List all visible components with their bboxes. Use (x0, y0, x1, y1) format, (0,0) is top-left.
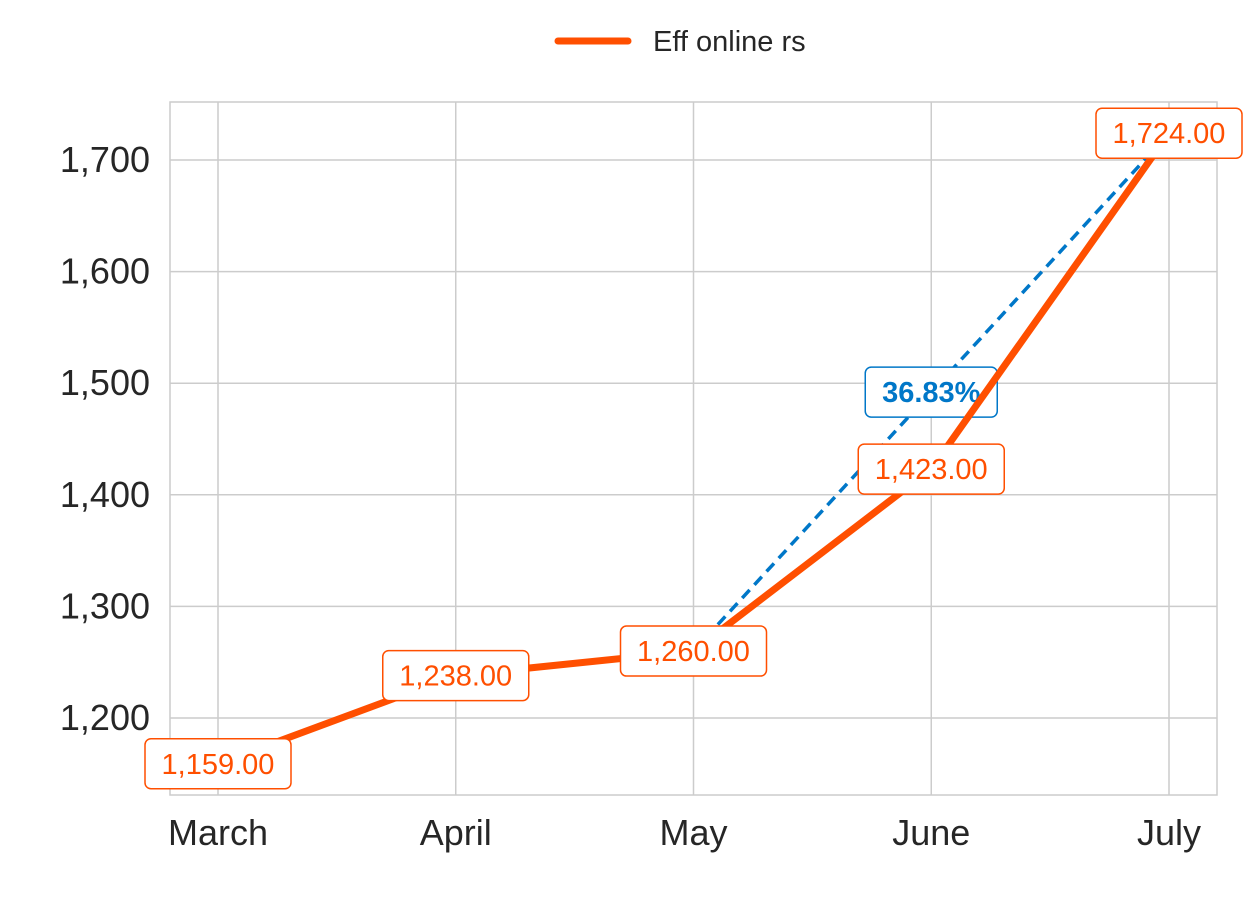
data-label-box (382, 649, 530, 702)
x-axis: March April May June July (168, 812, 1201, 853)
y-tick-label: 1,200 (60, 697, 150, 738)
data-label-box (619, 625, 768, 677)
y-tick-label: 1,600 (60, 251, 150, 292)
data-labels: 1,159.00 1,238.00 1,260.00 1,423.00 1,724.00 (144, 107, 1243, 790)
y-tick-label: 1,700 (60, 139, 150, 180)
x-tick-label: May (659, 812, 727, 853)
y-tick-label: 1,400 (60, 474, 150, 515)
x-tick-label: March (168, 812, 268, 853)
growth-label-box (864, 366, 998, 418)
plot-frame (169, 101, 1218, 796)
y-axis: 1,200 1,300 1,400 1,500 1,600 1,700 (60, 139, 150, 738)
x-tick-label: June (892, 812, 970, 853)
data-label-box (857, 443, 1005, 495)
data-label-box (1095, 107, 1243, 159)
x-tick-label: July (1137, 812, 1201, 853)
x-tick-label: April (420, 812, 492, 853)
data-label: 1,260.00 (637, 636, 750, 668)
data-label: 1,423.00 (875, 454, 988, 486)
data-label: 1,724.00 (1113, 118, 1226, 150)
y-tick-label: 1,500 (60, 362, 150, 403)
growth-label: 36.83% (882, 377, 981, 409)
grid (170, 102, 1217, 795)
legend-label: Eff online rs (653, 26, 806, 58)
data-label-box (144, 738, 292, 790)
data-label: 1,159.00 (162, 749, 275, 781)
growth-annotation: 36.83% (692, 132, 1171, 653)
legend: Eff online rs (554, 26, 806, 58)
y-tick-label: 1,300 (60, 585, 150, 626)
data-label: 1,238.00 (399, 661, 512, 693)
